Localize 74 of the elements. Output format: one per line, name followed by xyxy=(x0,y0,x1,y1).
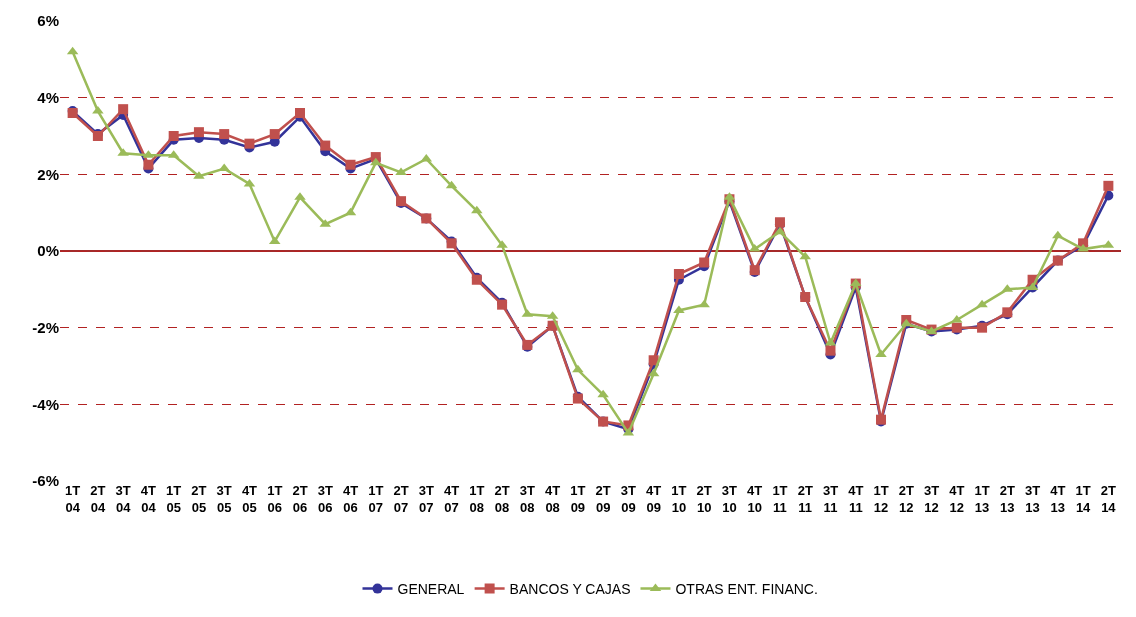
point xyxy=(774,226,786,235)
x-tick-label: 4T 10 xyxy=(747,483,763,515)
x-tick-label: 4T 04 xyxy=(140,483,157,515)
y-tick-label: -2% xyxy=(32,318,59,336)
x-tick-label: 3T 08 xyxy=(519,483,535,515)
point xyxy=(471,205,483,214)
y-tick-label: 2% xyxy=(37,165,59,183)
point xyxy=(193,127,204,138)
x-tick-label: 4T 13 xyxy=(1050,483,1066,515)
point xyxy=(294,108,305,118)
y-tick-label: 0% xyxy=(37,242,59,260)
x-tick-label: 1T 11 xyxy=(772,483,788,515)
x-tick-label: 2T 12 xyxy=(898,483,914,515)
legend-label: OTRAS ENT. FINANC. xyxy=(675,581,818,598)
x-tick-label: 2T 14 xyxy=(1100,483,1117,515)
x-tick-label: 3T 06 xyxy=(317,483,333,515)
point xyxy=(698,299,710,308)
x-tick-label: 1T 13 xyxy=(974,483,990,515)
x-tick-label: 3T 13 xyxy=(1024,483,1041,515)
x-tick-label: 1T 14 xyxy=(1075,483,1092,515)
point xyxy=(143,159,154,170)
point xyxy=(269,129,280,140)
x-tick-label: 3T 12 xyxy=(923,483,940,515)
x-tick-label: 2T 10 xyxy=(696,483,712,515)
y-tick-label: 4% xyxy=(37,88,59,106)
x-tick-label: 1T 06 xyxy=(267,483,283,515)
x-tick-label: 2T 08 xyxy=(494,483,510,515)
x-tick-label: 1T 07 xyxy=(368,483,384,515)
x-tick-label: 2T 13 xyxy=(999,483,1015,515)
point xyxy=(673,269,684,279)
point xyxy=(976,299,988,308)
x-tick-label: 2T 06 xyxy=(292,483,308,515)
x-tick-label: 4T 12 xyxy=(949,483,965,515)
point xyxy=(699,257,710,268)
x-tick-label: 4T 11 xyxy=(848,483,864,515)
x-tick-label: 3T 10 xyxy=(721,483,738,515)
x-tick-label: 3T 11 xyxy=(822,483,839,515)
x-tick-label: 1T 05 xyxy=(166,483,182,515)
x-tick-label: 2T 11 xyxy=(797,483,813,515)
y-tick-label: -4% xyxy=(32,395,59,413)
point xyxy=(597,389,609,398)
x-tick-label: 1T 04 xyxy=(65,483,81,515)
point xyxy=(320,140,331,151)
point xyxy=(825,345,836,356)
point xyxy=(799,251,811,260)
point xyxy=(168,131,179,141)
x-tick-label: 1T 10 xyxy=(671,483,687,515)
x-tick-label: 3T 07 xyxy=(418,483,434,515)
x-tick-label: 4T 08 xyxy=(545,483,561,515)
point xyxy=(1103,180,1114,191)
x-tick-label: 2T 04 xyxy=(90,483,106,515)
x-tick-label: 3T 05 xyxy=(216,483,232,515)
point xyxy=(244,138,255,149)
legend-label: BANCOS Y CAJAS xyxy=(509,581,631,598)
x-tick-label: 3T 04 xyxy=(115,483,132,515)
x-tick-label: 3T 09 xyxy=(620,483,637,515)
x-tick-label: 4T 05 xyxy=(241,483,258,515)
x-tick-label: 1T 08 xyxy=(469,483,485,515)
legend-label: GENERAL xyxy=(397,581,465,598)
y-tick-label: 6% xyxy=(37,12,59,30)
x-tick-label: 4T 09 xyxy=(646,483,662,515)
x-tick-label: 2T 07 xyxy=(393,483,409,515)
x-tick-label: 2T 09 xyxy=(595,483,611,515)
x-tick-label: 1T 12 xyxy=(873,483,889,515)
y-tick-label: -6% xyxy=(32,472,59,490)
point xyxy=(118,104,129,115)
x-tick-label: 4T 07 xyxy=(443,483,460,515)
point xyxy=(572,364,584,373)
x-tick-label: 1T 09 xyxy=(570,483,586,515)
point xyxy=(1052,230,1064,239)
x-tick-label: 4T 06 xyxy=(342,483,359,515)
point xyxy=(345,159,356,170)
x-tick-label: 2T 05 xyxy=(191,483,207,515)
point xyxy=(219,129,230,140)
